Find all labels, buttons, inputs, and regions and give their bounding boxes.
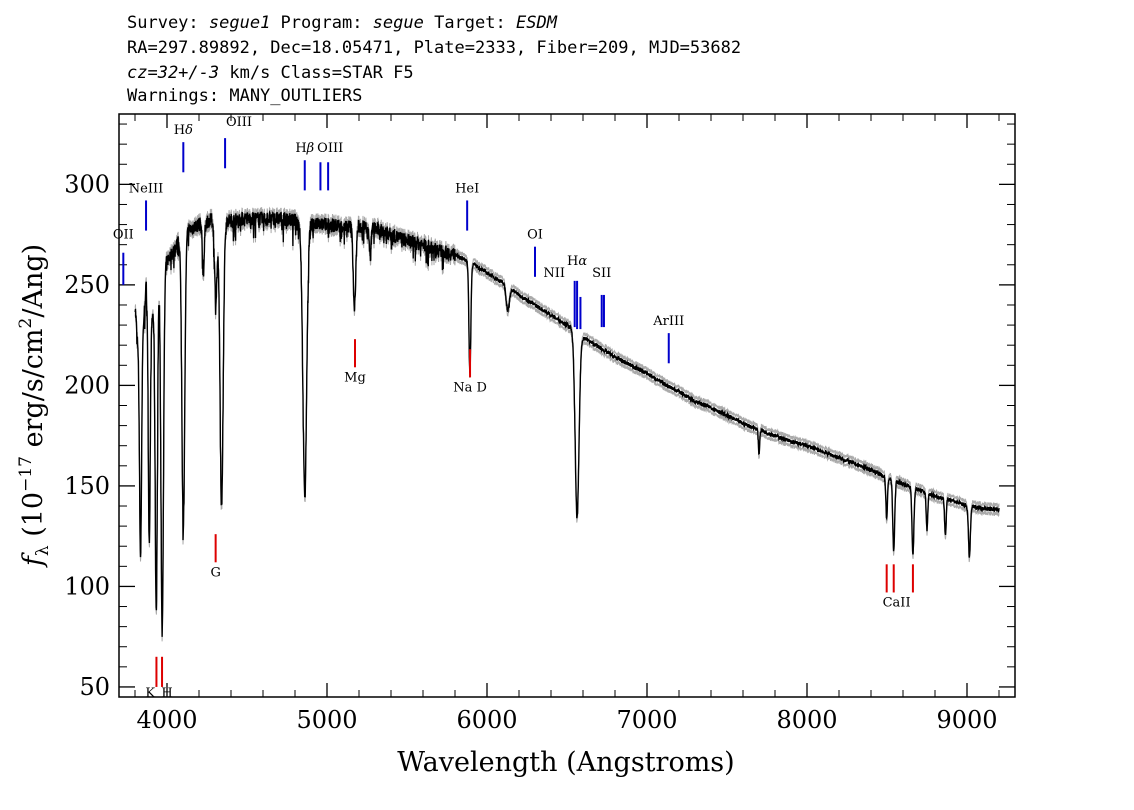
- line-label: H: [161, 686, 172, 701]
- header-line-coords: RA=297.89892, Dec=18.05471, Plate=2333, …: [127, 38, 741, 58]
- header-text-run: Program:: [270, 13, 372, 33]
- header-text-run: Target:: [424, 13, 516, 33]
- y-label-part: 2: [16, 318, 36, 329]
- line-label-text: H: [295, 141, 306, 156]
- line-label: Hβ: [295, 141, 314, 156]
- line-label: Mg: [344, 370, 366, 385]
- line-label: CaII: [883, 596, 911, 611]
- line-label-greek: α: [578, 254, 587, 269]
- x-tick-label: 8000: [776, 706, 837, 734]
- line-label-text: Na D: [453, 380, 487, 395]
- line-label-text: CaII: [883, 596, 911, 611]
- line-label-text: SII: [592, 266, 611, 281]
- line-label: OI: [527, 228, 543, 243]
- line-label: K: [145, 686, 155, 701]
- chart-header: Survey: segue1 Program: segue Target: ES…: [127, 13, 741, 106]
- line-label-text: Mg: [344, 370, 366, 385]
- header-text-run: segue1: [209, 13, 270, 33]
- line-label: NeIII: [129, 181, 163, 196]
- line-label-text: OIII: [226, 115, 252, 130]
- line-label: HeI: [455, 181, 479, 196]
- line-label-text: HeI: [455, 181, 479, 196]
- spectrum-line: [134, 210, 1000, 637]
- line-label: OIII: [226, 115, 252, 130]
- y-label-part: λ: [33, 545, 53, 556]
- x-axis-label: Wavelength (Angstroms): [397, 747, 734, 778]
- line-label-text: G: [210, 565, 220, 580]
- y-label-part: erg/s/cm: [18, 328, 49, 456]
- line-label-text: NeIII: [129, 181, 163, 196]
- plot-area: 4000 5000 6000 7000 8000 9000 50 100 150 200 250 30…: [64, 113, 1016, 734]
- line-label-text: OI: [527, 228, 543, 243]
- header-text-run: segue: [373, 13, 424, 33]
- line-label: NII: [543, 266, 565, 281]
- line-label-greek: β: [306, 141, 315, 156]
- x-tick-label: 7000: [616, 706, 677, 734]
- y-tick-label: 50: [79, 673, 110, 701]
- line-label-greek: δ: [185, 123, 193, 138]
- line-label: OII: [113, 228, 134, 243]
- error-band-upper: [134, 206, 1000, 633]
- line-label: Na D: [453, 380, 487, 395]
- x-tick-label: 6000: [456, 706, 517, 734]
- y-label-part: /Ang): [18, 244, 49, 318]
- header-text-run: ESDM: [516, 13, 558, 33]
- x-tick-label: 4000: [136, 706, 197, 734]
- line-label-text: K: [145, 686, 155, 701]
- header-line-warnings: Warnings: MANY_OUTLIERS: [127, 86, 362, 106]
- line-label-text: OII: [113, 228, 134, 243]
- y-axis-label: fλ (10−17 erg/s/cm2/Ang): [16, 244, 53, 568]
- line-label: G: [210, 565, 220, 580]
- y-tick-label: 150: [64, 472, 110, 500]
- line-label: OIII: [317, 141, 343, 156]
- header-text-run: Survey:: [127, 13, 209, 33]
- y-tick-label: 250: [64, 271, 110, 299]
- header-line-redshift: cz=32+/-3 km/s Class=STAR F5: [127, 63, 414, 83]
- line-label-text: H: [174, 123, 185, 138]
- line-label: SII: [592, 266, 611, 281]
- line-label: Hα: [567, 254, 587, 269]
- y-label-part: −17: [16, 456, 36, 492]
- line-label-text: NII: [543, 266, 565, 281]
- y-tick-label: 200: [64, 371, 110, 399]
- line-label-text: H: [567, 254, 578, 269]
- header-text-run: cz=32+/-3: [127, 63, 219, 83]
- line-label: ArIII: [652, 314, 684, 329]
- line-label-text: OIII: [317, 141, 343, 156]
- y-tick-label: 300: [64, 170, 110, 198]
- x-tick-label: 9000: [936, 706, 997, 734]
- header-line-survey: Survey: segue1 Program: segue Target: ES…: [127, 13, 558, 33]
- line-label-text: H: [161, 686, 172, 701]
- error-band-lower: [134, 215, 1000, 642]
- line-label: Hδ: [174, 123, 193, 138]
- y-label-part: f: [18, 552, 49, 568]
- header-text-run: km/s Class=STAR F5: [219, 63, 413, 83]
- line-label-text: ArIII: [652, 314, 684, 329]
- plot-frame: [118, 113, 1016, 698]
- y-tick-label: 100: [64, 572, 110, 600]
- x-tick-label: 5000: [296, 706, 357, 734]
- y-label-part: (10: [18, 492, 49, 545]
